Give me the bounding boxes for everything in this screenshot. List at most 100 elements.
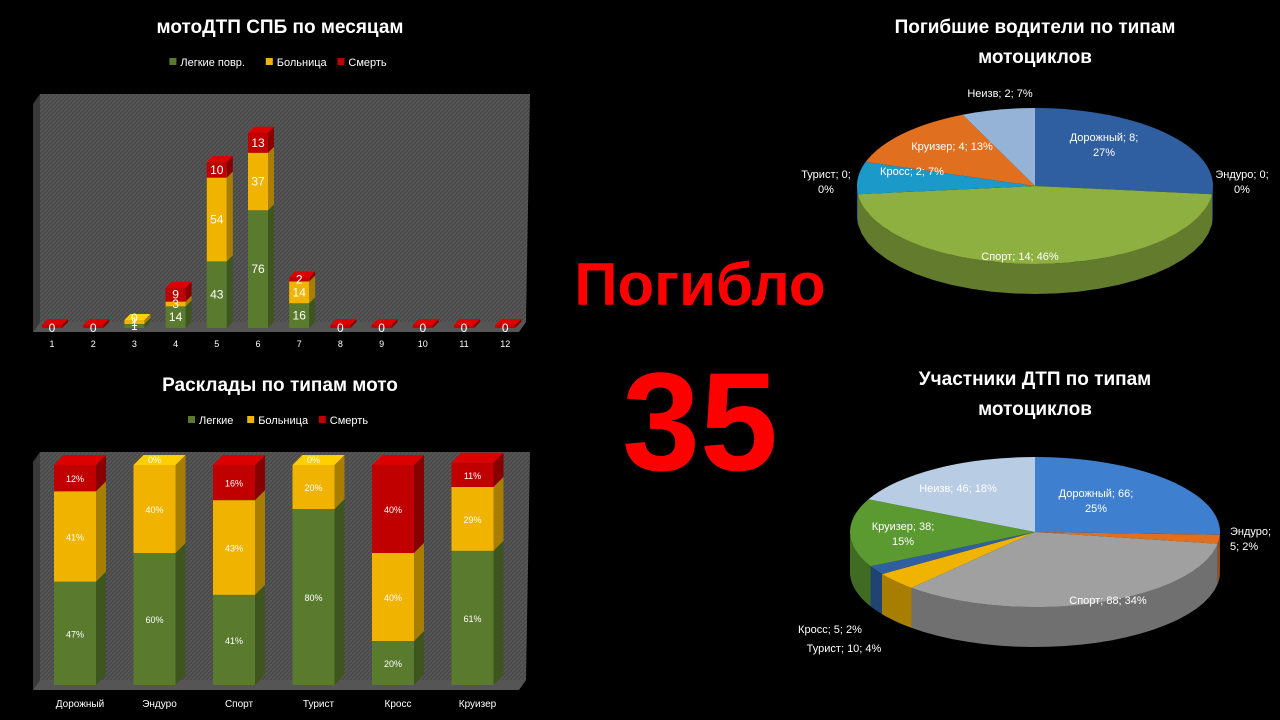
bar-segment-top (495, 319, 522, 325)
data-label: 43 (210, 288, 224, 302)
bar-segment (133, 553, 176, 685)
x-tick-label: 7 (297, 339, 302, 349)
data-label: 0 (502, 321, 509, 335)
data-label: 20% (384, 659, 402, 669)
data-label: 41% (225, 636, 243, 646)
x-tick-label: Круизер (459, 699, 497, 710)
pie-slice-side (857, 186, 858, 225)
legend-item-swatch (188, 416, 195, 423)
bar-segment (206, 261, 227, 328)
bar-segment-side (493, 540, 504, 685)
bar-segment-side (226, 255, 233, 328)
bar-segment (292, 509, 335, 685)
x-tick-label: 11 (459, 339, 468, 349)
pie-slice-side (882, 574, 912, 628)
pie-label: Кросс; 5; 2% (798, 624, 862, 636)
pie-label: Неизв; 2; 7% (967, 88, 1033, 100)
bar-segment-side (268, 146, 274, 211)
bar-segment (292, 465, 335, 509)
data-label: 1 (131, 315, 138, 329)
x-tick-label: 8 (338, 339, 343, 349)
bar-segment (451, 487, 494, 551)
legend-item-label: Легкие повр. (180, 57, 245, 69)
pie-label: Турист; 10; 4% (807, 643, 882, 655)
bar-segment-top (289, 271, 316, 278)
data-label: 14 (169, 310, 183, 324)
bar-segment (289, 281, 310, 304)
bar-segment-side (493, 452, 504, 487)
pie-slice (865, 114, 1035, 186)
bar-segment-side (175, 455, 186, 553)
legend-item-label: Смерть (348, 57, 387, 69)
bar-segment-top (213, 455, 265, 465)
bar-segment-side (144, 318, 151, 328)
data-label: 16 (293, 309, 307, 323)
bar-segment (372, 465, 414, 553)
bar-segment-side (474, 319, 480, 328)
bar-segment (213, 465, 255, 501)
headline-number: 35 (622, 343, 778, 500)
data-label: 0% (307, 455, 320, 465)
participants-pie-chart: Участники ДТП по типам мотоциклов Дорожный… (798, 369, 1271, 655)
bar-segment (213, 500, 255, 595)
pie-label: Дорожный; 66; (1059, 488, 1134, 500)
data-label: 40% (384, 593, 402, 603)
data-label: 37 (251, 175, 265, 189)
pie-slice-side (1212, 186, 1213, 225)
pie-slice-side (870, 566, 882, 615)
data-label: 0 (461, 321, 468, 335)
x-tick-label: 12 (500, 339, 510, 349)
bar-segment (248, 152, 268, 211)
bar-segment-side (414, 631, 424, 685)
x-tick-label: 5 (214, 339, 219, 349)
bar-segment-side (309, 297, 316, 328)
data-label: 0 (90, 321, 97, 335)
bar-segment (165, 301, 186, 307)
pie-slice-side (1217, 534, 1220, 584)
bar-segment (206, 177, 227, 262)
pie-label: 0% (818, 184, 834, 196)
legend-item-label: Больница (258, 415, 309, 427)
bar-segment-top (54, 455, 106, 465)
pie-slice (962, 107, 1035, 186)
pie-slice (858, 186, 1212, 264)
x-tick-label: Эндуро (142, 699, 177, 710)
pie-label: Спорт; 88; 34% (1069, 595, 1147, 607)
monthly-chart: мотоДТП СПБ по месяцам Легкие повр. Больни… (33, 17, 530, 349)
data-label: 16% (225, 479, 243, 489)
bar-segment-side (334, 455, 345, 509)
data-label: 11% (464, 471, 481, 481)
bar-segment-side (144, 314, 151, 324)
pie-label: Спорт; 14; 46% (981, 251, 1059, 263)
bar-segment-side (309, 275, 316, 304)
chart-title: Расклады по типам мото (162, 375, 398, 396)
x-tick-label: 10 (418, 339, 428, 349)
legend-item-swatch (265, 58, 273, 65)
chart-title: Участники ДТП по типам (919, 369, 1151, 390)
killed-pie-chart: Погибшие водители по типам мотоциклов Доро… (801, 17, 1269, 294)
data-label: 76 (251, 262, 265, 276)
x-tick-label: 2 (91, 339, 96, 349)
bar-segment-side (185, 300, 192, 328)
bar-segment-top (165, 281, 192, 288)
data-label: 3 (172, 297, 179, 311)
x-tick-label: 4 (173, 339, 178, 349)
bar-segment-top (454, 319, 480, 325)
pie-label: Круизер; 38; (872, 521, 935, 533)
bar-segment (248, 132, 268, 153)
chart-title: мотоДТП СПБ по месяцам (157, 17, 404, 38)
data-label: 0 (378, 321, 385, 335)
bar-segment-side (175, 543, 186, 685)
pie-slice (870, 532, 1035, 575)
legend-item-swatch (337, 58, 345, 65)
pie-slice (857, 161, 1035, 195)
bar-segment (83, 325, 104, 328)
bar-segment (248, 210, 268, 328)
bar-segment (289, 277, 310, 282)
bar-segment-side (515, 319, 522, 328)
bar-segment (451, 462, 494, 487)
bar-segment-side (96, 455, 106, 492)
data-label: 12% (66, 474, 84, 484)
data-label: 40% (384, 505, 402, 515)
plot-side-wall (33, 452, 40, 690)
